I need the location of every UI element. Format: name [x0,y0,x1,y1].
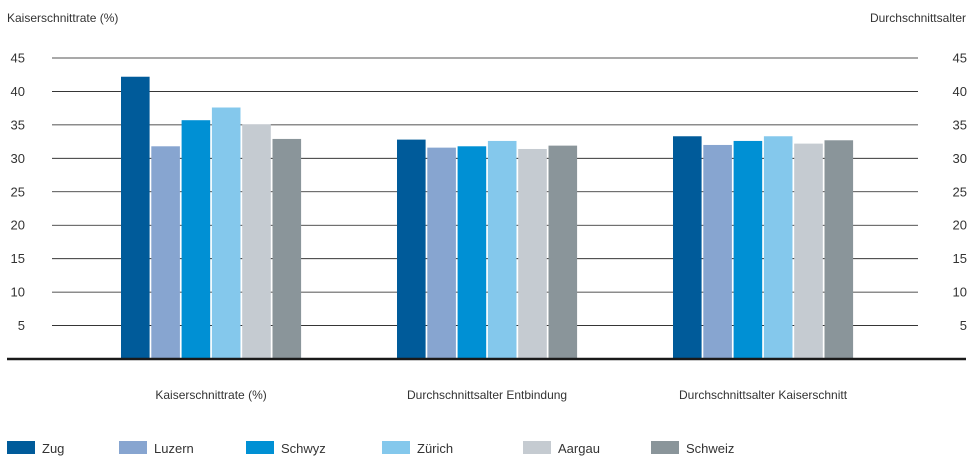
legend-swatch-schwyz [246,441,274,454]
right-tick-label: 10 [953,285,967,300]
right-tick-label: 15 [953,251,967,266]
legend-swatch-aargau [523,441,551,454]
bar-zürich-3 [763,136,793,359]
bar-zürich-2 [487,140,517,359]
right-tick-label: 30 [953,151,967,166]
right-tick-label: 40 [953,84,967,99]
category-label: Kaiserschnittrate (%) [155,388,266,402]
bar-schwyz-2 [457,146,487,359]
bar-schweiz-1 [272,138,302,359]
left-tick-label: 15 [11,251,25,266]
right-y-axis-title: Durchschnittsalter [870,11,966,25]
bar-luzern-1 [151,146,180,359]
legend-label: Schweiz [686,441,734,456]
left-tick-label: 5 [18,318,25,333]
legend-label: Zürich [417,441,453,456]
bar-zug-3 [673,136,702,359]
legend-label: Luzern [154,441,194,456]
legend-swatch-schweiz [651,441,679,454]
left-tick-label: 45 [11,51,25,66]
legend: Zug Luzern Schwyz Zürich Aargau Schweiz [7,441,734,456]
bar-luzern-3 [703,144,732,359]
bar-aargau-2 [518,148,547,359]
left-tick-label: 10 [11,285,25,300]
right-tick-label: 35 [953,117,967,132]
bar-schweiz-3 [824,140,854,359]
bar-zürich-1 [211,107,241,360]
category-label: Durchschnittsalter Kaiserschnitt [679,388,848,402]
category-labels: Kaiserschnittrate (%) Durchschnittsalter … [155,388,847,402]
left-tick-label: 40 [11,84,25,99]
legend-label: Zug [42,441,64,456]
legend-swatch-luzern [119,441,147,454]
legend-swatch-zürich [382,441,410,454]
right-tick-label: 45 [953,51,967,66]
bar-schwyz-3 [733,140,763,359]
left-tick-label: 30 [11,151,25,166]
bars [121,76,854,360]
right-tick-label: 25 [953,184,967,199]
bar-luzern-2 [427,147,456,359]
left-y-axis-title: Kaiserschnittrate (%) [7,11,118,25]
left-tick-label: 25 [11,184,25,199]
bar-schweiz-2 [548,145,578,359]
right-tick-label: 5 [960,318,967,333]
bar-aargau-1 [242,124,271,359]
legend-label: Aargau [558,441,600,456]
bar-aargau-3 [794,143,823,359]
bar-zug-1 [121,76,150,360]
legend-label: Schwyz [281,441,326,456]
left-tick-label: 20 [11,218,25,233]
right-tick-label: 20 [953,218,967,233]
bar-zug-2 [397,139,426,359]
left-tick-label: 35 [11,117,25,132]
category-label: Durchschnittsalter Entbindung [407,388,567,402]
bar-schwyz-1 [181,120,211,359]
legend-swatch-zug [7,441,35,454]
